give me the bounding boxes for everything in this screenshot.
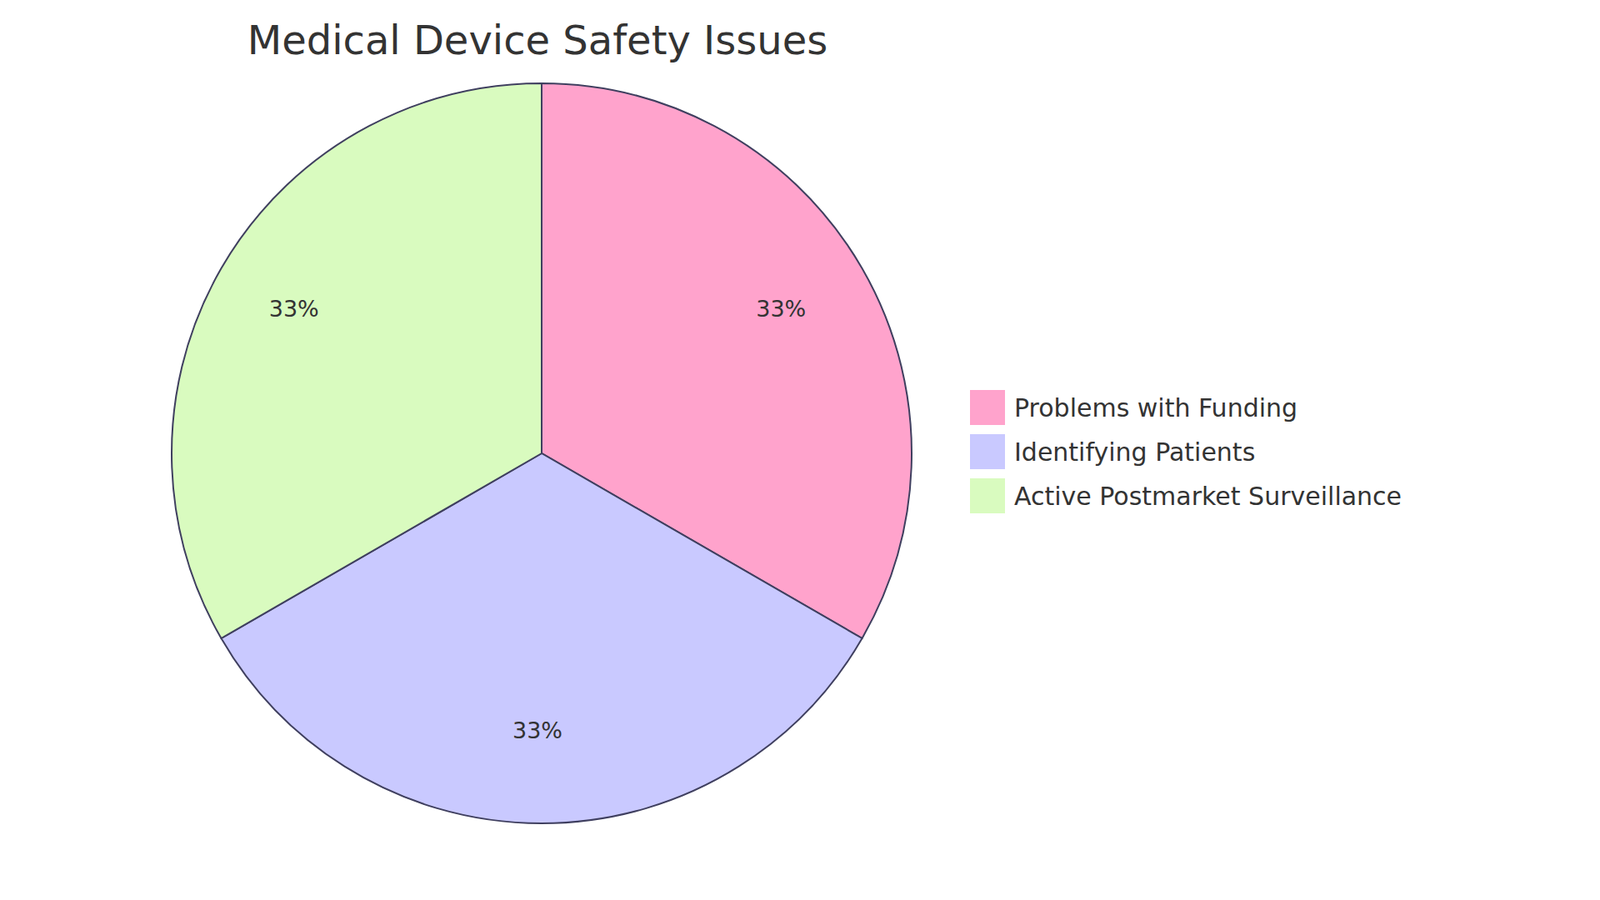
html-text:Medical Device Safety Issues: Medical Device Safety Issues	[247, 16, 828, 64]
html-text:Active Postmarket Surveillance: Active Postmarket Surveillance	[1014, 481, 1402, 511]
html-text:Problems with Funding: Problems with Funding	[1014, 392, 1298, 423]
svg-text:33%: 33%	[269, 295, 320, 322]
svg-text:33%: 33%	[755, 295, 806, 322]
svg-text:33%: 33%	[512, 717, 563, 744]
html-text:Identifying Patients: Identifying Patients	[1014, 437, 1256, 467]
